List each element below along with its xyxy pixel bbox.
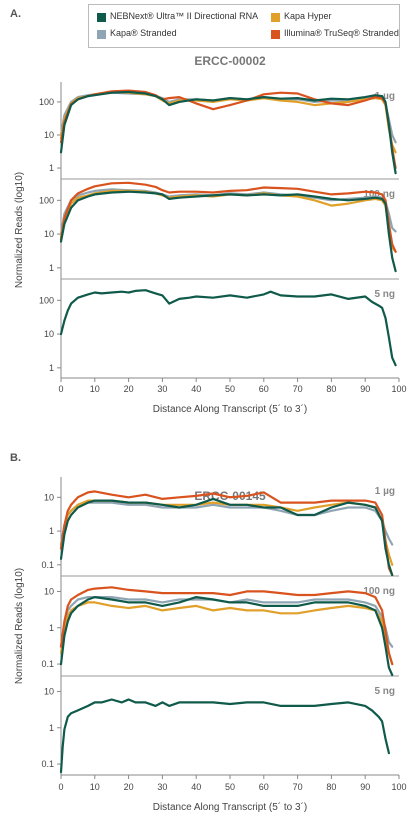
series-line [59, 586, 394, 666]
x-tick-label: 90 [360, 782, 370, 792]
y-tick-label: 10 [44, 586, 54, 596]
x-tick-label: 60 [259, 782, 269, 792]
series-line [59, 497, 394, 577]
subpanel-label: 1 µg [375, 91, 395, 102]
y-tick-label: 10 [44, 686, 54, 696]
x-tick-label: 0 [58, 782, 63, 792]
x-tick-label: 70 [293, 782, 303, 792]
series-line [59, 601, 394, 666]
x-tick-label: 10 [90, 782, 100, 792]
x-tick-label: 90 [360, 384, 370, 394]
x-tick-label: 20 [124, 384, 134, 394]
series-line [59, 190, 397, 273]
x-tick-label: 10 [90, 384, 100, 394]
subpanel-label: 100 ng [363, 586, 395, 597]
y-tick-label: 100 [39, 97, 54, 107]
panel-letter-b: B. [10, 452, 21, 464]
legend-swatch-kapa-hyper [271, 13, 280, 22]
x-tick-label: 0 [58, 384, 63, 394]
legend-label-kapa-stranded: Kapa® Stranded [110, 28, 177, 38]
legend-label-illumina: Illumina® TruSeq® Stranded [284, 28, 399, 38]
legend-label-nebnext: NEBNext® Ultra™ II Directional RNA [110, 11, 259, 21]
y-tick-label: 100 [39, 195, 54, 205]
y-tick-label: 0.1 [41, 759, 54, 769]
y-axis-label: Normalized Reads (log10) [14, 568, 25, 684]
x-tick-label: 40 [191, 384, 201, 394]
legend-label-kapa-hyper: Kapa Hyper [284, 11, 332, 21]
legend-swatch-nebnext [97, 13, 106, 22]
series-line [59, 188, 397, 236]
series-line [59, 596, 394, 648]
legend-swatch-illumina [271, 30, 280, 39]
series-line [59, 596, 394, 677]
y-tick-label: 10 [44, 492, 54, 502]
y-tick-label: 10 [44, 329, 54, 339]
x-tick-label: 100 [391, 782, 406, 792]
legend-swatch-kapa-stranded [97, 30, 106, 39]
subpanel-label: 5 ng [374, 686, 395, 697]
x-tick-label: 50 [225, 782, 235, 792]
x-axis-label: Distance Along Transcript (5´ to 3´) [153, 403, 308, 415]
y-tick-label: 1 [49, 723, 54, 733]
y-tick-label: 1 [49, 363, 54, 373]
chart-title: ERCC-00002 [194, 54, 266, 68]
x-tick-label: 80 [326, 384, 336, 394]
subpanel-label: 5 ng [374, 289, 395, 300]
y-axis-label: Normalized Reads (log10) [14, 172, 25, 288]
series-line [59, 499, 394, 566]
x-tick-label: 100 [391, 384, 406, 394]
y-tick-label: 1 [49, 623, 54, 633]
x-tick-label: 50 [225, 384, 235, 394]
x-tick-label: 60 [259, 384, 269, 394]
x-tick-label: 70 [293, 384, 303, 394]
y-tick-label: 1 [49, 163, 54, 173]
y-tick-label: 0.1 [41, 659, 54, 669]
legend: NEBNext® Ultra™ II Directional RNA Kapa … [88, 4, 400, 48]
y-tick-label: 100 [39, 295, 54, 305]
series-line [59, 181, 397, 253]
y-tick-label: 0.1 [41, 560, 54, 570]
panel-letter-a: A. [10, 8, 21, 20]
subpanel-label: 1 µg [375, 486, 395, 497]
x-tick-label: 40 [191, 782, 201, 792]
y-tick-label: 10 [44, 130, 54, 140]
y-tick-label: 10 [44, 229, 54, 239]
x-tick-label: 30 [157, 384, 167, 394]
y-tick-label: 1 [49, 526, 54, 536]
x-axis-label: Distance Along Transcript (5´ to 3´) [153, 801, 308, 813]
series-line [59, 490, 394, 577]
y-tick-label: 1 [49, 263, 54, 273]
series-line [59, 501, 394, 546]
series-line [59, 289, 397, 367]
x-tick-label: 80 [326, 782, 336, 792]
x-tick-label: 30 [157, 782, 167, 792]
series-line [59, 90, 397, 175]
x-tick-label: 20 [124, 782, 134, 792]
series-line [59, 698, 390, 774]
